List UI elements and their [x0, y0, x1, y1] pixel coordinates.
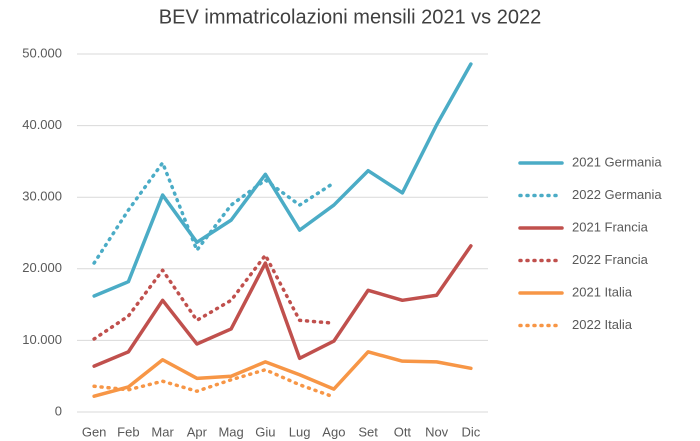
x-tick-label: Giu [255, 424, 275, 439]
y-tick-label: 10.000 [22, 332, 62, 347]
chart-title: BEV immatricolazioni mensili 2021 vs 202… [159, 6, 541, 28]
series-line [92, 253, 336, 341]
legend-label: 2021 Italia [572, 284, 633, 299]
y-tick-label: 20.000 [22, 260, 62, 275]
y-tick-label: 30.000 [22, 189, 62, 204]
series-line [92, 368, 336, 399]
x-tick-label: Set [358, 424, 378, 439]
series-line [92, 350, 473, 398]
y-tick-label: 40.000 [22, 117, 62, 132]
x-tick-label: Apr [187, 424, 208, 439]
x-tick-label: Feb [117, 424, 139, 439]
legend-label: 2022 Francia [572, 252, 649, 267]
series-line [92, 62, 473, 298]
legend-label: 2022 Germania [572, 187, 662, 202]
x-tick-label: Gen [82, 424, 107, 439]
x-tick-label: Dic [461, 424, 480, 439]
y-tick-label: 50.000 [22, 45, 62, 60]
x-tick-label: Mar [151, 424, 174, 439]
x-tick-label: Nov [425, 424, 449, 439]
series-line [92, 161, 336, 265]
legend-label: 2022 Italia [572, 317, 633, 332]
legend-label: 2021 Francia [572, 219, 649, 234]
x-tick-label: Mag [218, 424, 243, 439]
series-line [92, 244, 473, 368]
x-tick-label: Ago [322, 424, 345, 439]
y-tick-label: 0 [55, 403, 62, 418]
x-tick-label: Lug [289, 424, 311, 439]
legend-label: 2021 Germania [572, 154, 662, 169]
x-tick-label: Ott [394, 424, 412, 439]
